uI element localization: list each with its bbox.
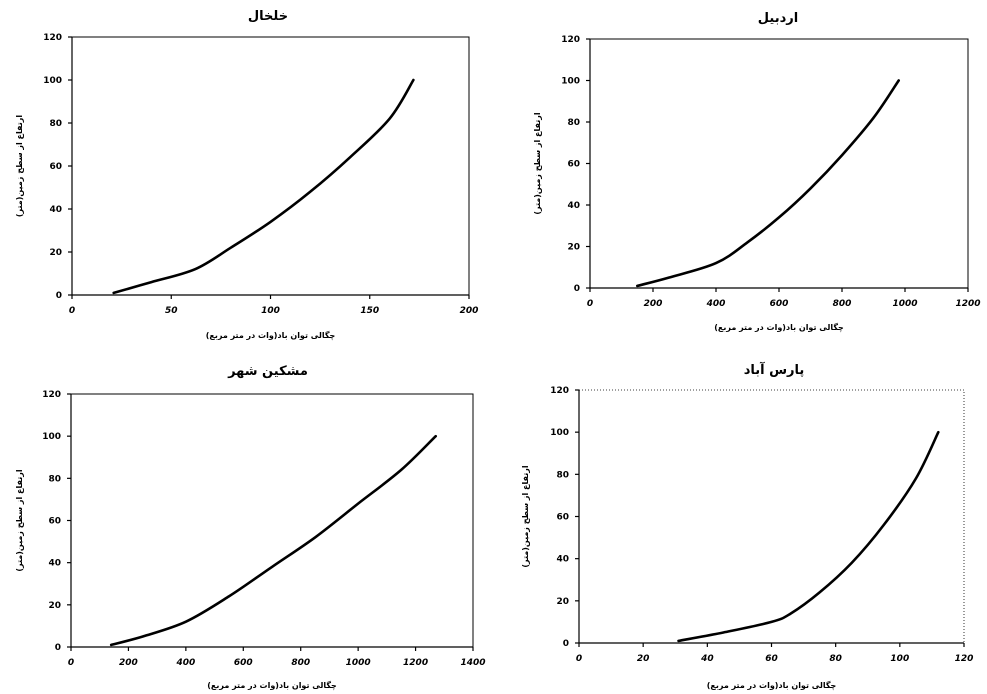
y-tick-label-1: 0 (574, 284, 580, 294)
y-tick-label-3: 20 (556, 597, 569, 607)
x-tick-label-3: 120 (955, 654, 974, 664)
x-tick-label-0: 0 (69, 306, 75, 316)
y-tick-label-0: 0 (56, 291, 62, 301)
y-tick-label-0: 120 (43, 33, 62, 43)
y-tick-label-1: 20 (567, 243, 580, 253)
x-tick-label-2: 800 (291, 658, 310, 668)
y-tick-label-2: 40 (48, 559, 61, 569)
chart-title-1: اردبیل (758, 11, 798, 26)
x-axis-label-2: چگالی توان باد(وات در متر مربع) (207, 680, 337, 690)
x-tick-label-2: 600 (234, 658, 253, 668)
series-line-2 (109, 434, 437, 647)
y-tick-label-1: 80 (567, 118, 580, 128)
x-tick-label-3: 60 (765, 654, 778, 664)
y-axis-label-2: ارتفاع از سطح زمین(متر) (15, 469, 24, 571)
y-tick-label-2: 80 (48, 474, 61, 484)
y-axis-label-0: ارتفاع از سطح زمین(متر) (15, 115, 24, 217)
x-tick-label-3: 0 (576, 654, 582, 664)
series-line-0 (112, 78, 415, 295)
x-tick-label-1: 0 (587, 299, 593, 309)
x-tick-label-2: 1400 (460, 658, 485, 668)
plot-frame-3 (578, 389, 965, 644)
x-axis-label-0: چگالی توان باد(وات در متر مربع) (206, 330, 336, 340)
y-tick-label-3: 100 (550, 428, 569, 438)
series-line-3 (677, 430, 940, 643)
x-tick-label-1: 800 (833, 299, 852, 309)
plot-frame-1 (589, 38, 969, 289)
y-tick-label-3: 0 (563, 639, 569, 649)
y-axis-label-3: ارتفاع از سطح زمین(متر) (521, 465, 530, 567)
y-tick-label-1: 40 (567, 201, 580, 211)
y-tick-label-0: 100 (43, 76, 62, 86)
x-tick-label-1: 600 (770, 299, 789, 309)
series-line-1 (636, 79, 900, 288)
y-tick-label-1: 120 (561, 35, 580, 45)
chart-title-0: خلخال (248, 9, 288, 24)
y-tick-label-2: 100 (42, 432, 61, 442)
x-tick-label-2: 200 (119, 658, 138, 668)
y-tick-label-2: 60 (48, 517, 61, 527)
plot-frame-2 (70, 393, 474, 648)
y-tick-label-1: 100 (561, 77, 580, 87)
x-axis-label-3: چگالی توان باد(وات در متر مربع) (707, 680, 837, 690)
chart-title-2: مشکین شهر (227, 364, 308, 379)
y-tick-label-0: 80 (49, 119, 62, 129)
y-tick-label-1: 60 (567, 160, 580, 170)
y-tick-label-0: 40 (49, 205, 62, 215)
x-axis-label-1: چگالی توان باد(وات در متر مربع) (714, 322, 844, 332)
y-tick-label-0: 20 (49, 248, 62, 258)
y-tick-label-2: 120 (42, 390, 61, 400)
x-tick-label-1: 400 (706, 299, 726, 309)
x-tick-label-0: 100 (261, 306, 280, 316)
y-tick-label-0: 60 (49, 162, 62, 172)
y-tick-label-3: 80 (556, 470, 569, 480)
y-tick-label-3: 40 (556, 555, 569, 565)
x-tick-label-2: 400 (175, 658, 195, 668)
x-tick-label-0: 150 (360, 306, 379, 316)
chart-title-3: پارس آباد (744, 361, 805, 378)
x-tick-label-1: 1000 (892, 299, 917, 309)
plot-frame-0 (71, 36, 470, 296)
y-tick-label-2: 20 (48, 601, 61, 611)
x-tick-label-3: 100 (890, 654, 909, 664)
x-tick-label-2: 1200 (403, 658, 428, 668)
x-tick-label-0: 50 (165, 306, 178, 316)
x-tick-label-0: 200 (460, 306, 479, 316)
y-axis-label-1: ارتفاع از سطح زمین(متر) (533, 112, 542, 214)
x-tick-label-3: 40 (700, 654, 714, 664)
x-tick-label-3: 20 (637, 654, 650, 664)
x-tick-label-2: 1000 (346, 658, 371, 668)
x-tick-label-2: 0 (68, 658, 74, 668)
y-tick-label-3: 60 (556, 513, 569, 523)
x-tick-label-1: 200 (644, 299, 663, 309)
x-tick-label-3: 80 (829, 654, 842, 664)
y-tick-label-3: 120 (550, 386, 569, 396)
y-tick-label-2: 0 (55, 643, 61, 653)
x-tick-label-1: 1200 (955, 299, 980, 309)
